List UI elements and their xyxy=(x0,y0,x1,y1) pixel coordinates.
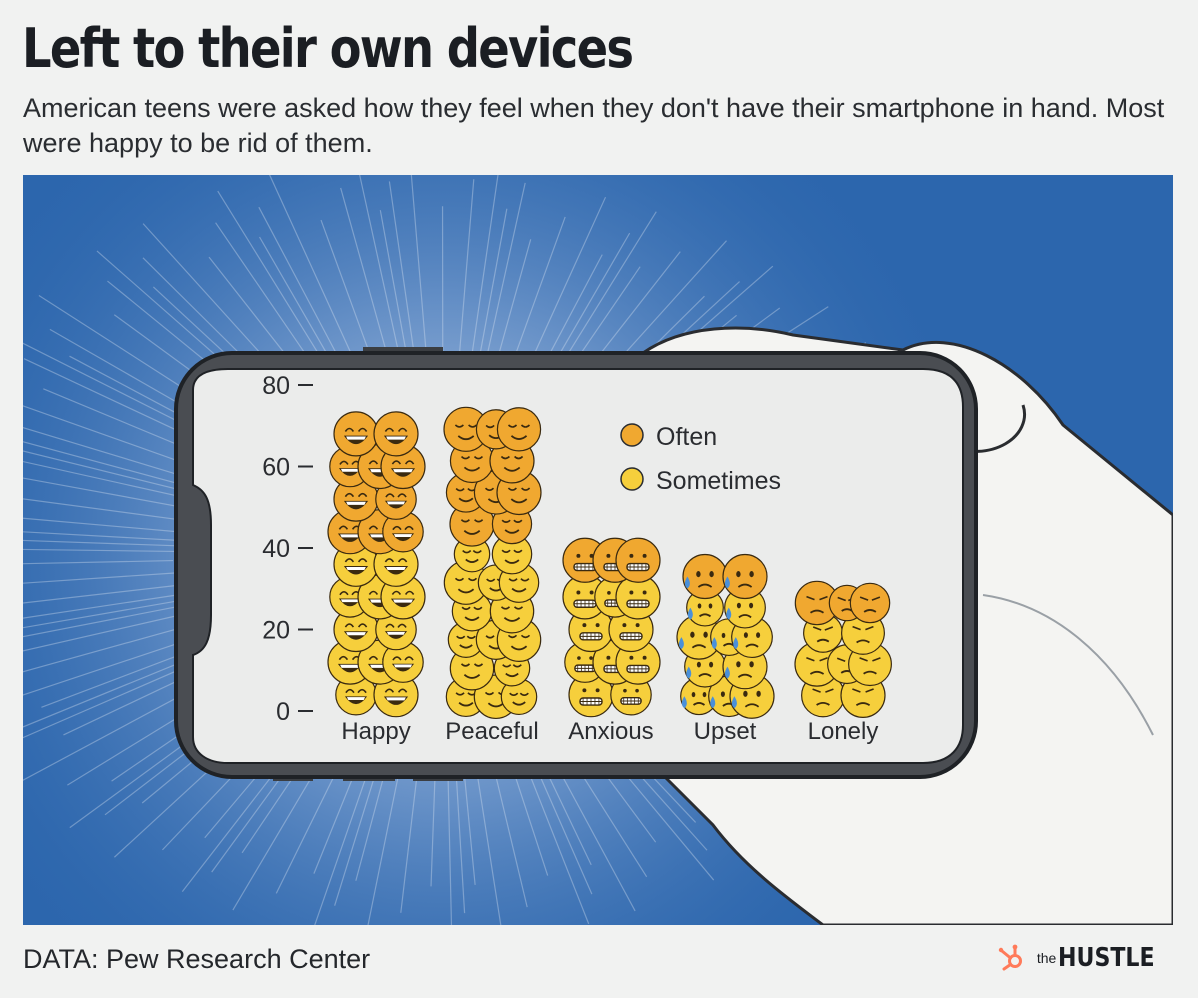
light-ray xyxy=(23,450,206,497)
light-ray xyxy=(23,619,209,673)
bar-lonely xyxy=(794,580,892,718)
relieved-face-emoji xyxy=(500,678,538,716)
sad-face-emoji xyxy=(849,582,891,624)
data-source: DATA: Pew Research Center xyxy=(23,944,371,974)
light-ray xyxy=(410,175,427,353)
light-ray xyxy=(23,582,196,604)
sprocket-icon xyxy=(998,944,1022,971)
grinning-face-emoji xyxy=(382,510,424,553)
y-tick-label: 80 xyxy=(262,372,290,400)
light-ray xyxy=(359,175,405,378)
light-ray xyxy=(23,611,195,652)
legend-sometimes-label: Sometimes xyxy=(656,467,781,495)
bar-anxious xyxy=(562,537,661,718)
bar-upset xyxy=(676,553,775,719)
legend-often-swatch xyxy=(620,423,644,447)
relieved-face-emoji xyxy=(453,535,491,573)
grimacing-face-emoji xyxy=(615,574,661,620)
light-ray xyxy=(23,426,193,480)
y-tick-label: 20 xyxy=(262,617,290,645)
grimacing-face-emoji xyxy=(610,673,652,716)
light-ray xyxy=(23,589,208,619)
grinning-face-emoji xyxy=(333,476,379,522)
anxious-sweat-face-emoji xyxy=(682,553,728,600)
grimacing-face-emoji xyxy=(568,672,614,718)
y-tick-label: 40 xyxy=(262,535,290,563)
light-ray xyxy=(23,539,204,548)
grinning-face-emoji xyxy=(382,641,424,683)
light-ray xyxy=(23,605,182,638)
grinning-face-emoji xyxy=(373,411,419,457)
y-tick-label: 0 xyxy=(276,698,290,726)
light-ray xyxy=(523,196,607,378)
grinning-face-emoji xyxy=(375,478,417,520)
category-label: Peaceful xyxy=(445,718,538,745)
grinning-face-emoji xyxy=(375,608,417,651)
y-axis: 0 20 40 60 80 xyxy=(262,372,313,726)
light-ray xyxy=(23,517,185,533)
light-ray xyxy=(486,182,526,356)
category-label: Lonely xyxy=(808,718,879,745)
relieved-face-emoji xyxy=(496,407,542,452)
light-ray xyxy=(469,175,499,369)
light-ray xyxy=(367,747,405,925)
relieved-face-emoji xyxy=(449,645,495,691)
legend-sometimes-swatch xyxy=(620,467,644,491)
sad-face-emoji xyxy=(794,641,840,687)
chart-title: Left to their own devices xyxy=(22,17,634,80)
light-ray xyxy=(320,219,373,360)
light-ray xyxy=(23,651,207,728)
light-ray xyxy=(215,222,321,376)
hand-shading xyxy=(982,594,1154,736)
light-ray xyxy=(478,208,508,362)
light-ray xyxy=(269,175,360,371)
light-ray xyxy=(388,181,416,362)
category-label: Anxious xyxy=(568,718,653,745)
chart-subtitle: American teens were asked how they feel … xyxy=(23,93,1165,158)
light-ray xyxy=(550,232,631,370)
light-ray xyxy=(454,757,466,914)
grimacing-face-emoji xyxy=(615,537,661,583)
anxious-sweat-face-emoji xyxy=(722,553,768,600)
light-ray xyxy=(23,441,199,490)
light-ray xyxy=(23,559,174,565)
light-ray xyxy=(23,531,194,542)
light-ray xyxy=(23,460,214,505)
light-ray xyxy=(23,571,185,584)
grinning-face-emoji xyxy=(380,574,426,620)
light-ray xyxy=(23,593,219,629)
category-label: Happy xyxy=(341,718,410,745)
chart-illustration: 0 20 40 60 80 Happy Peaceful Anxious Upset Lonel… xyxy=(23,175,1173,925)
anxious-sweat-face-emoji xyxy=(724,586,766,629)
light-ray xyxy=(23,498,178,521)
grinning-face-emoji xyxy=(333,411,379,457)
brand-prefix: the xyxy=(1036,950,1057,966)
legend: Often Sometimes xyxy=(620,423,781,495)
illustration-panel: 0 20 40 60 80 Happy Peaceful Anxious Upset Lonel… xyxy=(23,175,1173,925)
emoji-bars xyxy=(327,406,892,720)
bar-peaceful xyxy=(443,406,542,720)
brand-logo: the HUSTLE xyxy=(997,938,1172,978)
category-labels: Happy Peaceful Anxious Upset Lonely xyxy=(341,718,878,745)
light-ray xyxy=(457,179,475,376)
anxious-sweat-face-emoji xyxy=(686,588,724,627)
legend-often-label: Often xyxy=(656,423,717,451)
relieved-face-emoji xyxy=(443,406,489,452)
light-ray xyxy=(23,548,214,553)
light-ray xyxy=(379,210,410,370)
category-label: Upset xyxy=(694,718,757,745)
bar-happy xyxy=(327,411,426,718)
brand-name: HUSTLE xyxy=(1058,943,1155,973)
y-tick-label: 60 xyxy=(262,454,290,482)
